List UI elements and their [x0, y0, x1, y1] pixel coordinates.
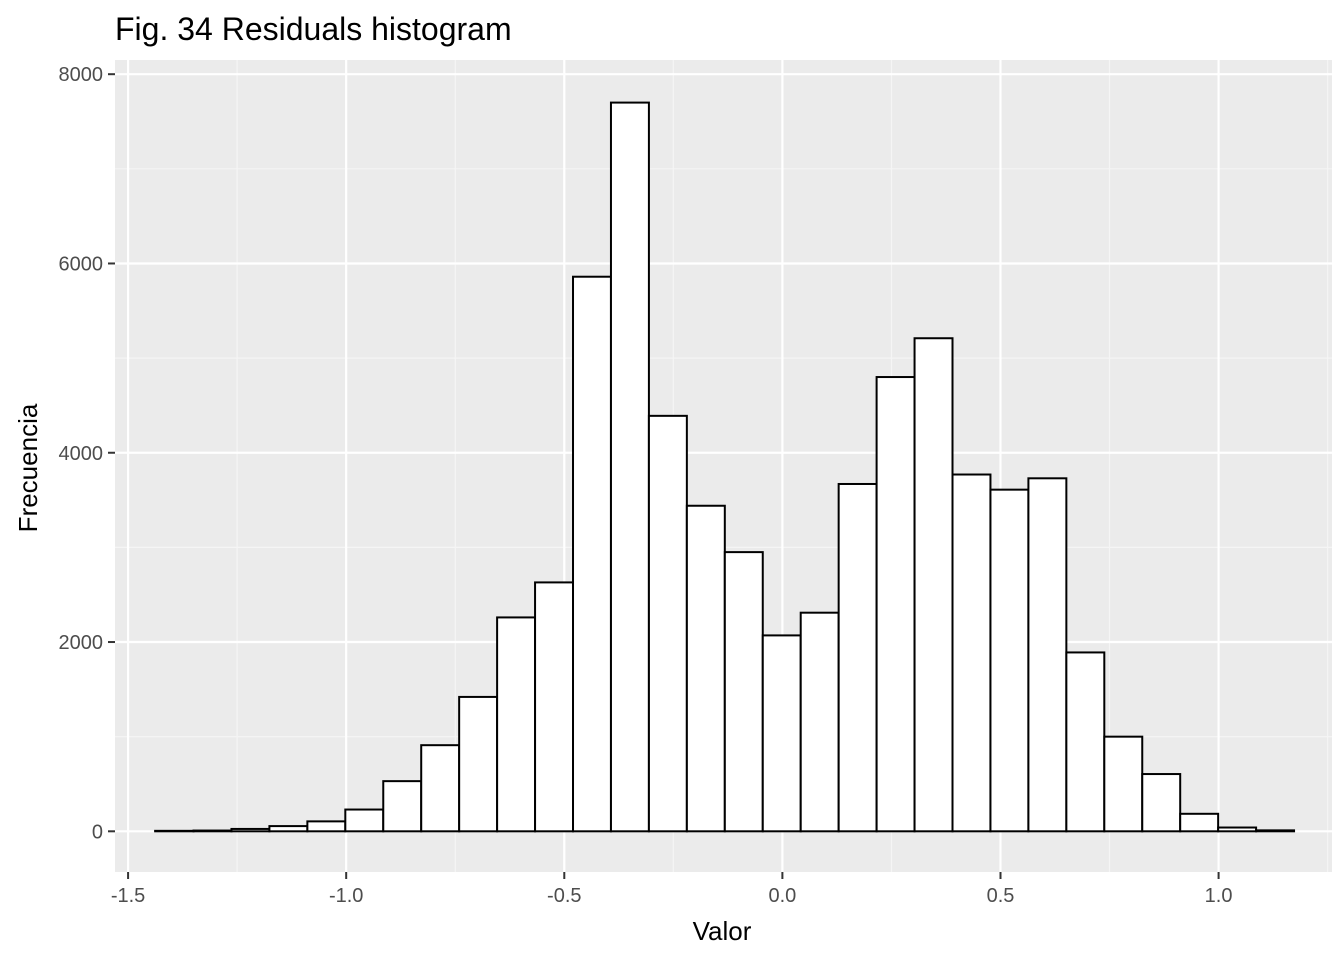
histogram-bar: [1065, 651, 1106, 833]
histogram-bar: [799, 611, 840, 833]
y-tick-label: 4000: [59, 443, 104, 465]
histogram-bar: [420, 744, 461, 833]
x-tick-label: -1.5: [111, 885, 145, 907]
major-gridlines: [115, 60, 1332, 872]
y-tick-label: 0: [92, 821, 103, 843]
x-tick-label: -0.5: [547, 885, 581, 907]
histogram-bar: [875, 376, 916, 833]
histogram-bar: [989, 488, 1030, 833]
histogram-bar: [685, 504, 726, 833]
histogram-bar: [837, 482, 878, 833]
histogram-bar: [534, 581, 575, 833]
histogram-bar: [1027, 477, 1068, 833]
histogram-bar: [306, 820, 347, 833]
histogram-bar: [458, 695, 499, 833]
x-tick-label: -1.0: [329, 885, 363, 907]
y-axis-ticks: 0 2000 4000 6000 8000: [59, 64, 115, 843]
histogram-bar: [1179, 812, 1220, 833]
histogram-bar: [761, 634, 802, 833]
histogram-bar: [268, 825, 309, 833]
histogram-bar: [1141, 773, 1182, 833]
histogram-bar: [647, 414, 688, 833]
x-tick-label: 0.5: [987, 885, 1015, 907]
histogram-bar: [382, 780, 423, 833]
histogram-bar: [913, 337, 954, 833]
x-tick-label: 0.0: [768, 885, 796, 907]
histogram-bar: [230, 827, 271, 833]
histogram-bar: [496, 616, 537, 833]
histogram-bar: [572, 275, 612, 833]
x-axis-title: Valor: [693, 916, 752, 946]
x-axis-ticks: -1.5 -1.0 -0.5 0.0 0.5 1.0: [111, 872, 1233, 907]
histogram-bar: [1103, 735, 1144, 833]
y-axis-title: Frecuencia: [13, 403, 43, 532]
y-tick-label: 8000: [59, 64, 104, 86]
histogram-bar: [344, 808, 385, 833]
histogram-bar: [1255, 829, 1296, 833]
histogram-bar: [1217, 826, 1258, 833]
histogram-bars: [154, 101, 1296, 833]
histogram-bar: [192, 829, 233, 833]
chart-title: Fig. 34 Residuals histogram: [115, 11, 512, 47]
histogram-bar: [609, 101, 650, 833]
y-tick-label: 2000: [59, 632, 104, 654]
histogram-bar: [951, 473, 992, 833]
y-tick-label: 6000: [59, 253, 104, 275]
x-tick-label: 1.0: [1205, 885, 1233, 907]
histogram-bar: [723, 551, 764, 833]
